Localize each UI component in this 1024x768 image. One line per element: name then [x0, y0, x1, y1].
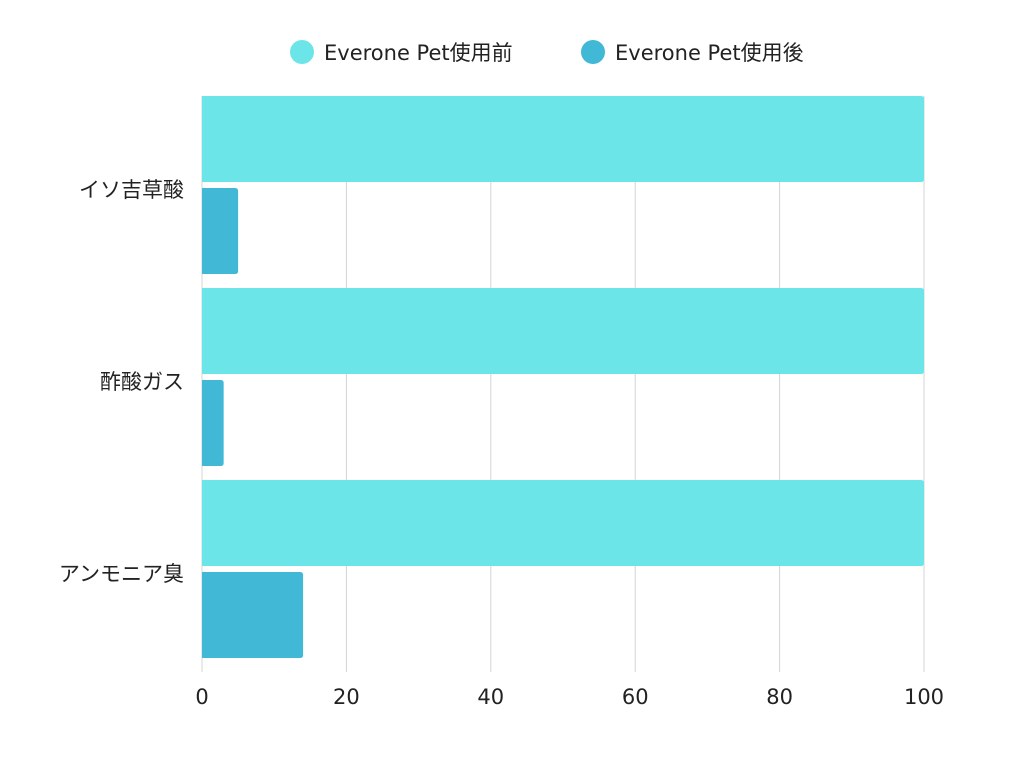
category-label: イソ吉草酸	[79, 178, 184, 202]
bar-before	[202, 288, 924, 374]
legend-swatch	[581, 40, 605, 64]
bar-after	[202, 572, 304, 658]
x-tick-label: 60	[622, 685, 649, 709]
x-tick-label: 80	[766, 685, 793, 709]
bar-after	[202, 188, 239, 274]
category-label: 酢酸ガス	[100, 370, 184, 394]
legend-label: Everone Pet使用後	[615, 41, 804, 65]
bars	[202, 96, 924, 658]
bar-after	[202, 380, 224, 466]
legend: Everone Pet使用前 Everone Pet使用後	[290, 40, 804, 65]
category-label: アンモニア臭	[59, 562, 184, 586]
bar-before	[202, 480, 924, 566]
bar-before	[202, 96, 924, 182]
legend-label: Everone Pet使用前	[324, 41, 513, 65]
x-tick-label: 0	[195, 685, 208, 709]
x-tick-label: 20	[333, 685, 360, 709]
grid	[201, 96, 925, 672]
x-tick-label: 100	[904, 685, 944, 709]
x-tick-label: 40	[477, 685, 504, 709]
legend-swatch	[290, 40, 314, 64]
